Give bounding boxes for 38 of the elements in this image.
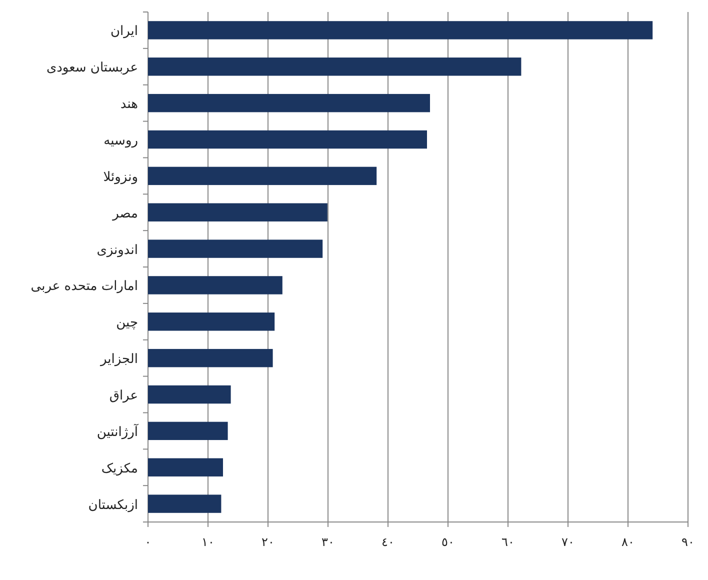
bar bbox=[148, 94, 430, 112]
y-tick-label: ازبکستان bbox=[88, 498, 138, 513]
x-tick-label: ٤٠ bbox=[382, 535, 394, 549]
bar bbox=[148, 385, 231, 404]
y-tick-label: آرژانتین bbox=[96, 422, 140, 440]
x-tick-label: ٦٠ bbox=[502, 535, 514, 549]
x-tick-label: ٠ bbox=[144, 535, 152, 549]
x-tick-label: ٩٠ bbox=[682, 535, 694, 549]
x-tick-label: ٢٠ bbox=[262, 535, 274, 549]
bar bbox=[148, 203, 328, 222]
y-tick-label: چین bbox=[116, 316, 138, 331]
bar bbox=[148, 166, 377, 186]
bar bbox=[148, 348, 273, 368]
bar bbox=[148, 422, 228, 440]
y-tick-label: مکزیک bbox=[101, 461, 138, 476]
bar bbox=[148, 458, 223, 476]
x-tick-label: ٧٠ bbox=[562, 535, 574, 549]
y-tick-label: ایران bbox=[110, 24, 138, 40]
y-tick-label: عربستان سعودی bbox=[46, 60, 138, 76]
y-tick-label: روسیه bbox=[104, 134, 138, 148]
y-tick-label: امارات متحده عربی bbox=[30, 279, 138, 294]
bar bbox=[148, 494, 222, 513]
bar bbox=[148, 58, 522, 76]
bar bbox=[148, 21, 653, 40]
x-tick-label: ١٠ bbox=[202, 535, 214, 549]
x-tick-label: ٥٠ bbox=[442, 535, 454, 549]
x-tick-label: ٣٠ bbox=[322, 535, 334, 549]
bar bbox=[148, 240, 323, 258]
y-tick-label: عراق bbox=[109, 388, 138, 404]
x-tick-label: ٨٠ bbox=[622, 535, 634, 549]
bar bbox=[148, 276, 282, 294]
y-tick-label: ونزوئلا bbox=[103, 170, 138, 185]
y-tick-label: مصر bbox=[112, 206, 138, 222]
y-tick-label: اندونزی bbox=[96, 242, 138, 258]
y-tick-label: هند bbox=[120, 97, 138, 112]
bar bbox=[148, 130, 427, 149]
bar bbox=[148, 312, 275, 331]
y-tick-label: الجزایر bbox=[99, 352, 138, 368]
